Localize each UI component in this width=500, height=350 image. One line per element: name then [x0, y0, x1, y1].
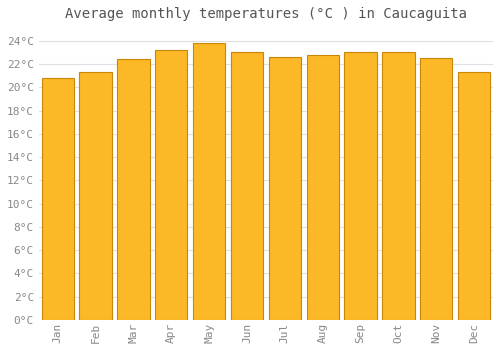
Bar: [42, 78, 74, 320]
Bar: [193, 43, 225, 320]
Bar: [382, 52, 414, 320]
Bar: [458, 72, 490, 320]
Bar: [118, 59, 150, 320]
Bar: [231, 52, 263, 320]
Title: Average monthly temperatures (°C ) in Caucaguita: Average monthly temperatures (°C ) in Ca…: [65, 7, 467, 21]
Bar: [420, 58, 452, 320]
Bar: [344, 52, 376, 320]
Bar: [269, 57, 301, 320]
Bar: [155, 50, 188, 320]
Bar: [306, 55, 339, 320]
Bar: [80, 72, 112, 320]
